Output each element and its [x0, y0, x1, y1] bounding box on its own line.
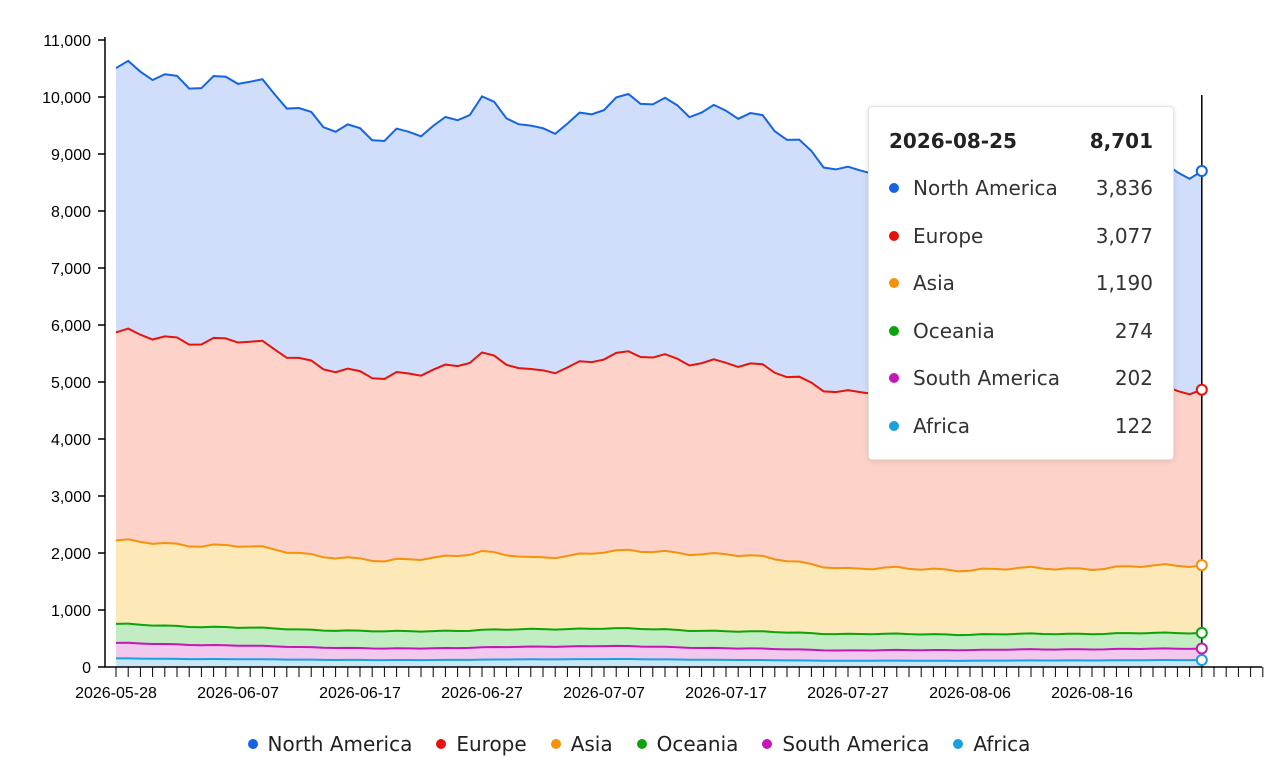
- legend-dot-icon: [762, 739, 773, 749]
- y-tick-label: 1,000: [51, 603, 91, 620]
- marker-asia: [1195, 559, 1208, 572]
- y-tick-label: 3,000: [51, 489, 91, 506]
- legend-label: Europe: [456, 732, 527, 756]
- tooltip-dot-icon: [889, 420, 899, 431]
- x-tick-label: 2026-06-07: [197, 685, 279, 702]
- tooltip-total: 8,701: [1089, 129, 1153, 153]
- tooltip-date: 2026-08-25: [889, 129, 1017, 153]
- legend-item-asia[interactable]: Asia: [550, 732, 613, 756]
- line-south-america: [115, 641, 1202, 652]
- tooltip-series-value: 274: [1114, 318, 1153, 343]
- marker-africa: [1195, 654, 1208, 667]
- legend-item-north-america[interactable]: North America: [247, 732, 413, 756]
- tooltip-series-name: South America: [913, 366, 1060, 390]
- y-tick-label: 5,000: [51, 375, 91, 392]
- legend-dot-icon: [247, 739, 258, 749]
- y-tick-label: 0: [82, 660, 91, 677]
- legend-label: Africa: [973, 732, 1031, 756]
- tooltip-row: North America 3,836: [889, 174, 1153, 202]
- tooltip-row: South America 202: [889, 364, 1153, 392]
- tooltip-dot-icon: [889, 278, 899, 288]
- y-axis: 0 1,000 2,000 3,000 4,000 5,000 6,000 7,000 8,00…: [42, 33, 106, 677]
- y-tick-label: 6,000: [51, 318, 91, 335]
- y-tick-label: 10,000: [42, 90, 91, 107]
- x-tick-label: 2026-06-27: [441, 685, 523, 702]
- x-tick-label: 2026-06-17: [319, 685, 401, 702]
- marker-europe: [1195, 383, 1208, 396]
- legend-label: South America: [782, 732, 930, 756]
- x-tick-label: 2026-08-06: [929, 685, 1011, 702]
- legend-label: North America: [267, 732, 413, 756]
- marker-north-america: [1195, 165, 1208, 178]
- area-europe: [116, 328, 1202, 572]
- tooltip-row: Oceania 274: [889, 317, 1153, 345]
- legend-dot-icon: [636, 739, 647, 749]
- marker-south-america: [1195, 642, 1208, 655]
- tooltip-series-value: 202: [1114, 366, 1153, 390]
- line-africa: [115, 657, 1202, 662]
- tooltip-header: 2026-08-25 8,701: [889, 127, 1153, 155]
- marker-oceania: [1195, 626, 1208, 639]
- tooltip-rows: North America 3,836 Europe 3,077 Asia 1,190 Oc…: [889, 174, 1153, 440]
- tooltip-series-name: Europe: [913, 223, 984, 248]
- chart-legend: North America Europe Asia Oceania South Amer…: [0, 732, 1278, 756]
- tooltip-series-name: Africa: [913, 413, 971, 438]
- tooltip-dot-icon: [889, 183, 899, 193]
- legend-item-europe[interactable]: Europe: [436, 732, 527, 756]
- tooltip-series-name: Oceania: [913, 318, 995, 343]
- y-tick-label: 11,000: [43, 33, 91, 50]
- line-asia: [115, 538, 1202, 573]
- legend-dot-icon: [550, 739, 561, 749]
- tooltip-dot-icon: [889, 325, 899, 336]
- area-oceania: [116, 623, 1202, 651]
- x-axis: 2026-05-28 2026-06-07 2026-06-17 2026-06-27…: [75, 666, 1264, 702]
- y-tick-label: 7,000: [51, 261, 91, 278]
- tooltip-series-name: Asia: [913, 271, 955, 295]
- legend-label: Asia: [570, 732, 613, 756]
- tooltip-series-value: 122: [1114, 413, 1153, 438]
- tooltip-dot-icon: [889, 230, 899, 241]
- legend-item-africa[interactable]: Africa: [953, 732, 1030, 756]
- tooltip-dot-icon: [889, 373, 899, 383]
- area-south-america: [116, 642, 1202, 661]
- x-tick-label: 2026-08-16: [1051, 685, 1133, 702]
- legend-item-oceania[interactable]: Oceania: [636, 732, 739, 756]
- x-tick-label: 2026-07-17: [685, 685, 767, 702]
- y-tick-label: 4,000: [51, 432, 91, 449]
- tooltip-series-value: 3,836: [1095, 176, 1153, 200]
- legend-label: Oceania: [656, 732, 739, 756]
- hover-tooltip: 2026-08-25 8,701 North America 3,836 Europ…: [868, 106, 1174, 460]
- tooltip-series-value: 3,077: [1095, 223, 1153, 248]
- tooltip-series-name: North America: [913, 176, 1058, 200]
- tooltip-row: Asia 1,190: [889, 269, 1153, 297]
- tooltip-row: Europe 3,077: [889, 222, 1153, 250]
- area-asia: [116, 539, 1202, 636]
- y-tick-label: 2,000: [51, 546, 91, 563]
- tooltip-series-value: 1,190: [1095, 271, 1153, 295]
- hover-markers: [1195, 165, 1208, 667]
- legend-dot-icon: [436, 739, 447, 749]
- x-tick-label: 2026-07-27: [807, 685, 889, 702]
- y-tick-label: 9,000: [51, 147, 91, 164]
- line-oceania: [115, 622, 1202, 637]
- tooltip-row: Africa 122: [889, 412, 1153, 440]
- x-tick-label: 2026-07-07: [563, 685, 645, 702]
- legend-item-south-america[interactable]: South America: [762, 732, 929, 756]
- x-tick-label: 2026-05-28: [75, 685, 157, 702]
- y-tick-label: 8,000: [51, 204, 91, 221]
- legend-dot-icon: [953, 739, 964, 749]
